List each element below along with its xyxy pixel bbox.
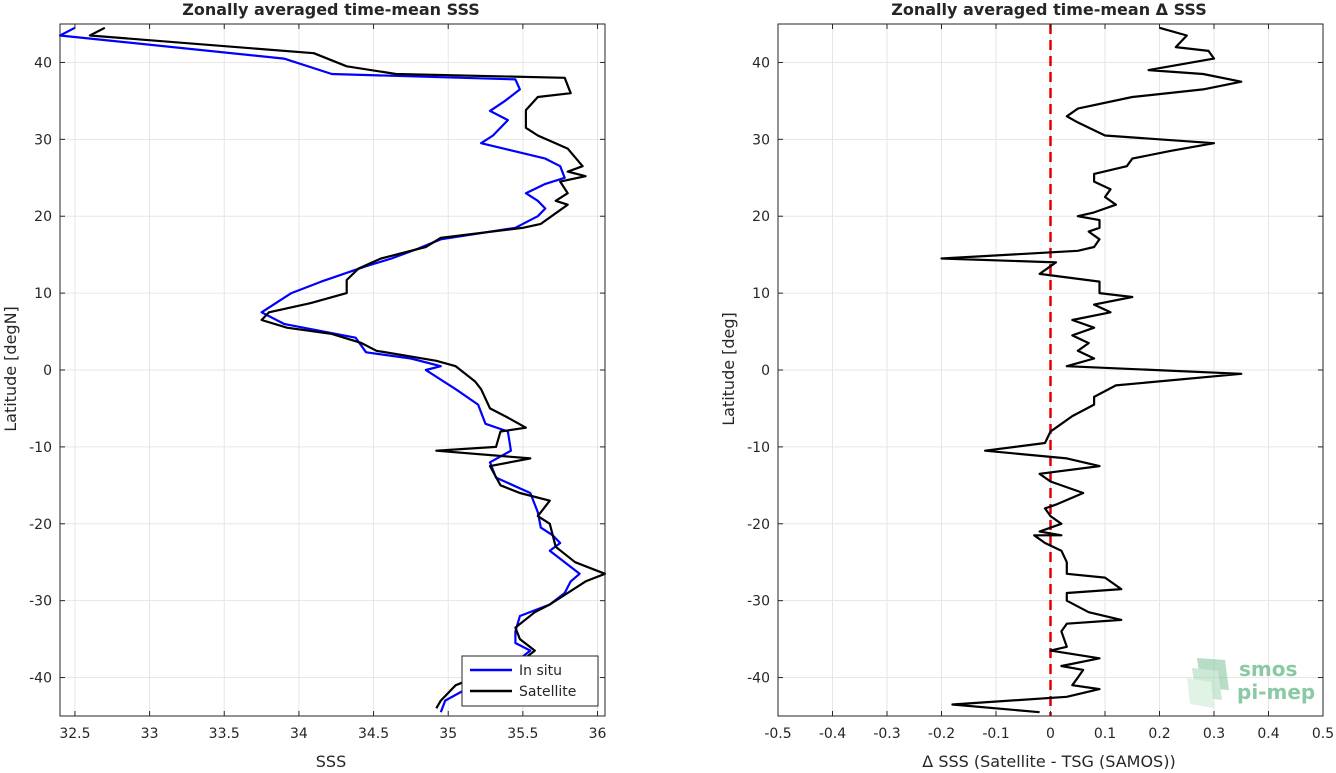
delta-sss-x-tick-label: 0.4 xyxy=(1257,726,1279,742)
logo-text-smos: smos xyxy=(1239,657,1297,681)
sss-x-tick-label: 35.5 xyxy=(507,726,538,742)
logo-waves-icon xyxy=(1187,658,1229,708)
delta-sss-x-tick-label: 0.2 xyxy=(1148,726,1170,742)
sss-x-axis-label: SSS xyxy=(316,752,346,769)
delta-sss-x-axis-label: Δ SSS (Satellite - TSG (SAMOS)) xyxy=(922,752,1175,769)
legend-label-in-situ: In situ xyxy=(519,663,562,679)
delta-sss-x-tick-label: -0.4 xyxy=(819,726,846,742)
sss-y-axis-label: Latitude [degN] xyxy=(1,306,20,432)
sss-x-tick-label: 34 xyxy=(290,726,308,742)
sss-y-tick-label: 20 xyxy=(34,209,52,225)
delta-sss-y-tick-label: 30 xyxy=(752,132,770,148)
sss-panel-title: Zonally averaged time-mean SSS xyxy=(182,0,480,19)
delta-sss-x-tick-label: 0.5 xyxy=(1312,726,1334,742)
delta-sss-x-tick-label: 0.1 xyxy=(1094,726,1116,742)
sss-y-tick-label: 30 xyxy=(34,132,52,148)
sss-y-tick-label: -30 xyxy=(29,594,52,610)
delta-sss-y-tick-label: -30 xyxy=(747,594,770,610)
delta-sss-x-tick-label: 0.3 xyxy=(1203,726,1225,742)
smos-pimep-logo: smos pi-mep xyxy=(1187,657,1315,708)
sss-x-tick-label: 32.5 xyxy=(59,726,90,742)
legend-box xyxy=(461,655,599,707)
sss-x-tick-label: 36 xyxy=(589,726,607,742)
delta-sss-panel-title: Zonally averaged time-mean Δ SSS xyxy=(891,0,1207,19)
delta-sss-panel: Zonally averaged time-mean Δ SSS Δ SSS (… xyxy=(719,0,1334,771)
legend: In situ Satellite xyxy=(461,655,599,707)
sss-x-tick-label: 35 xyxy=(439,726,457,742)
sss-grid xyxy=(60,24,605,716)
delta-sss-x-tick-label: -0.5 xyxy=(764,726,791,742)
sss-y-tick-label: -20 xyxy=(29,517,52,533)
sss-panel: Zonally averaged time-mean SSS SSS Latit… xyxy=(1,0,607,771)
delta-sss-y-tick-label: 10 xyxy=(752,286,770,302)
delta-sss-y-axis-label: Latitude [deg] xyxy=(719,312,738,426)
logo-text-pimep: pi-mep xyxy=(1237,680,1315,704)
sss-y-tick-label: 10 xyxy=(34,286,52,302)
sss-x-tick-label: 34.5 xyxy=(358,726,389,742)
delta-sss-series-delta-line xyxy=(940,26,1243,714)
delta-sss-x-tick-label: -0.1 xyxy=(982,726,1009,742)
sss-series-satellite-line xyxy=(88,26,607,709)
delta-sss-x-tick-label: -0.2 xyxy=(928,726,955,742)
sss-y-tick-label: 40 xyxy=(34,55,52,71)
delta-sss-y-tick-label: -40 xyxy=(747,671,770,687)
delta-sss-x-tick-label: -0.3 xyxy=(873,726,900,742)
sss-x-tick-label: 33.5 xyxy=(209,726,240,742)
delta-sss-y-tick-label: 0 xyxy=(761,363,770,379)
delta-sss-y-tick-label: 40 xyxy=(752,55,770,71)
delta-sss-y-tick-label: -10 xyxy=(747,440,770,456)
legend-label-satellite: Satellite xyxy=(519,684,576,700)
sss-y-tick-label: -10 xyxy=(29,440,52,456)
delta-sss-x-tick-label: 0 xyxy=(1046,726,1055,742)
sss-y-tick-label: 0 xyxy=(43,363,52,379)
delta-sss-y-tick-label: -20 xyxy=(747,517,770,533)
sss-series-in-situ-line xyxy=(58,26,581,713)
sss-x-tick-label: 33 xyxy=(141,726,159,742)
delta-sss-y-tick-label: 20 xyxy=(752,209,770,225)
sss-y-tick-label: -40 xyxy=(29,671,52,687)
